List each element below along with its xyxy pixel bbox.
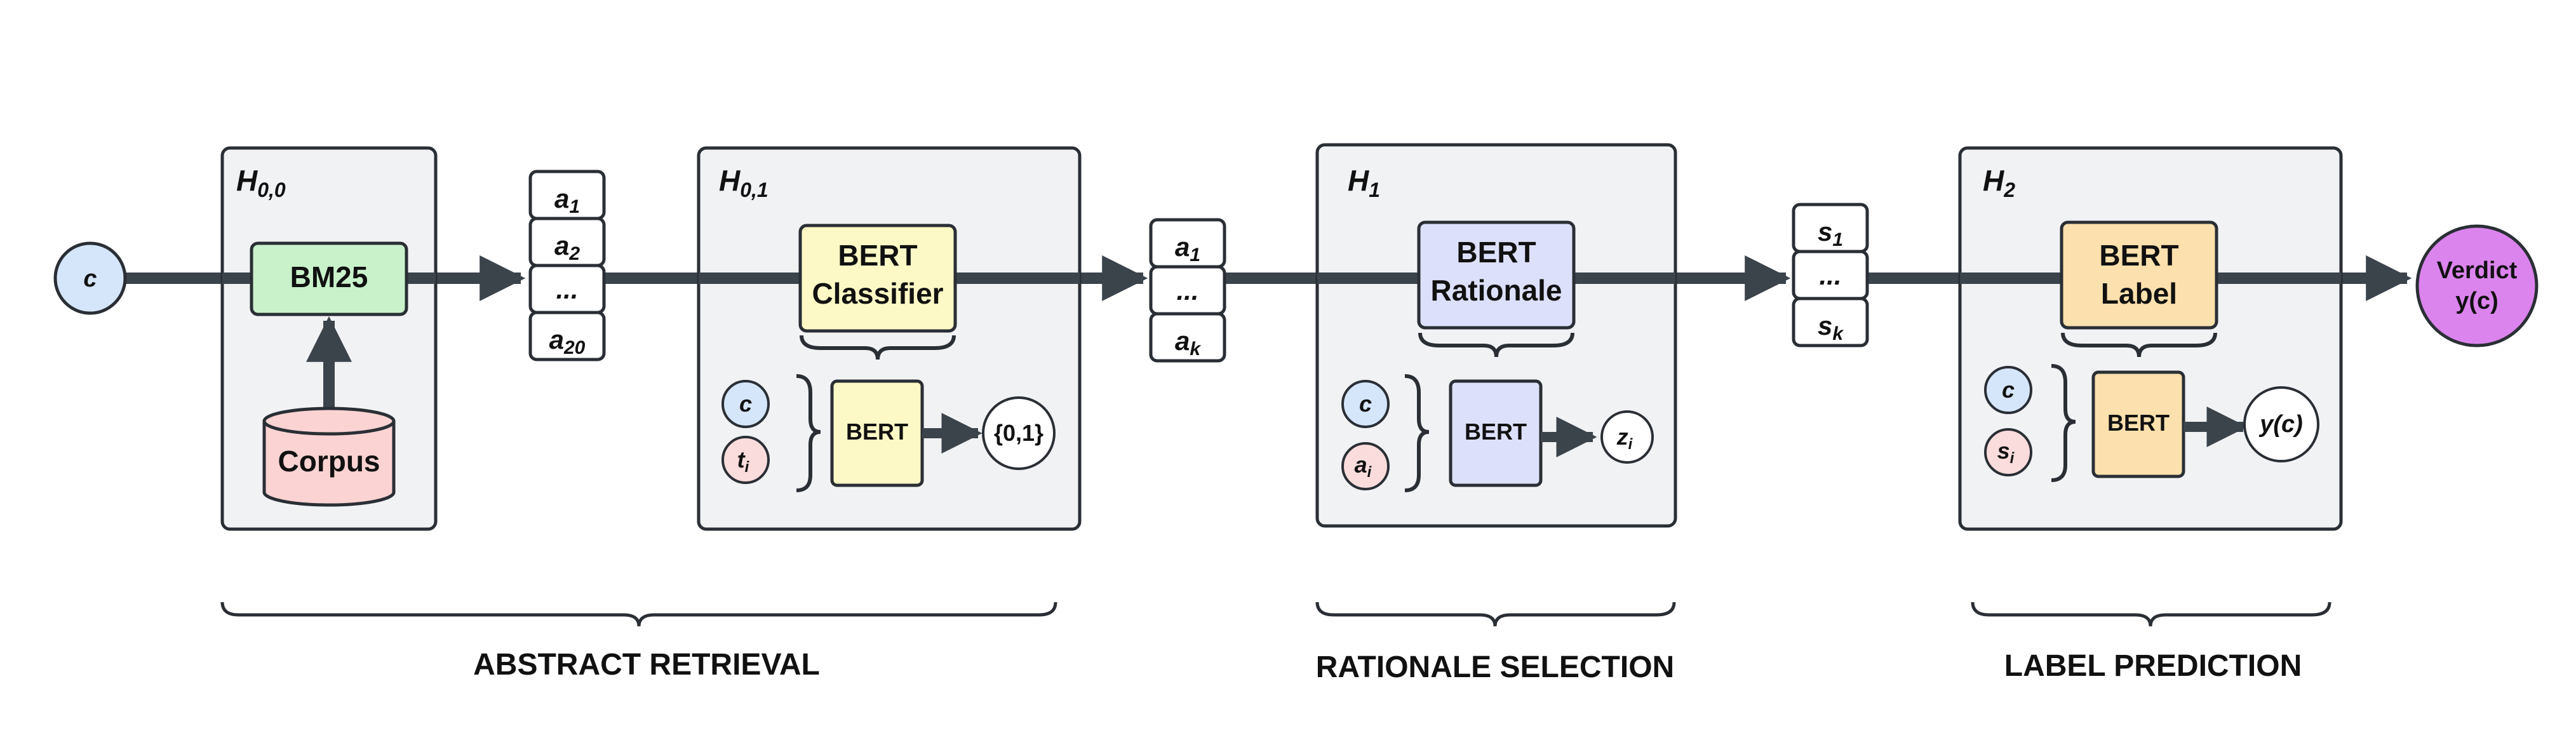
list1-item-1-label: a2 [554,231,580,264]
label-output-label: y(c) [2258,411,2303,438]
rationale-detail-c-circle [1341,380,1390,428]
bert-classifier-box [798,224,957,333]
list3-item-0-label: s1 [1818,217,1843,250]
rationale-detail-bert-label: BERT [1465,419,1527,445]
classifier-detail-t-label: ti [737,447,750,476]
stage-abstract-retrieval-brace [220,602,1057,627]
input-claim-label: c [83,266,97,292]
verdict-line2: y(c) [2455,288,2499,314]
classifier-output-label: {0,1} [994,420,1043,446]
bert-rationale-line1: BERT [1456,236,1536,269]
corpus-label: Corpus [278,445,380,478]
bert-classifier-line2: Classifier [812,277,943,310]
classifier-detail-c-label: c [739,391,752,417]
list2-item-0-label: a1 [1175,232,1200,266]
classifier-detail-c-circle [721,380,770,428]
list2-item-1-label: ... [1176,276,1198,306]
label-input-list: s1 ... sk [1792,203,1869,347]
corpus-cylinder: Corpus [262,407,396,507]
list1-item-3-box [528,311,606,361]
panel-h2-label: H2 [1983,164,2015,201]
bert-classifier-line1: BERT [838,239,917,272]
verdict-node: Verdict y(c) [2415,224,2539,347]
label-detail-bert-label: BERT [2107,410,2170,436]
bm25-label: BM25 [290,260,368,293]
rationale-detail-brace [1418,332,1574,358]
bert-rationale-line2: Rationale [1430,274,1562,307]
input-claim-circle [53,241,127,315]
label-detail-c-label: c [2002,377,2015,403]
label-detail-brace [2061,332,2217,358]
panel-h2: H2 BERT Label c si BERT y(c) [1958,146,2343,531]
list3-item-2-box [1792,297,1869,347]
list1-item-0-label: a1 [554,184,580,217]
rationale-detail-input-brace [1404,374,1430,492]
stage-rationale-selection: RATIONALE SELECTION [1315,602,1676,684]
panel-h01: H0,1 BERT Classifier c ti BERT {0,1} [697,146,1082,531]
rationale-input-list: a1 ... ak [1149,218,1226,363]
label-detail-c-circle [1984,366,2032,414]
rationale-detail-a-circle [1341,442,1390,490]
panel-h1: H1 BERT Rationale c ai BERT zi [1315,143,1677,528]
list1-item-2-label: ... [556,274,578,304]
label-output-circle [2243,386,2319,462]
bert-label-line2: Label [2101,277,2177,310]
list3-item-2-label: sk [1818,311,1844,344]
bert-label-line1: BERT [2099,239,2178,272]
list2-item-2-box [1149,312,1226,363]
bm25-box [250,241,408,316]
list1-item-3-label: a20 [549,325,586,358]
label-detail-s-circle [1984,428,2032,476]
classifier-detail-brace [800,335,956,360]
panel-h1-label: H1 [1348,164,1380,201]
rationale-output-circle [1600,410,1654,464]
rationale-detail-c-label: c [1359,391,1372,417]
classifier-detail-bert-label: BERT [846,419,908,445]
bert-label-box [2060,220,2218,330]
stage-abstract-retrieval: ABSTRACT RETRIEVAL [220,602,1057,682]
stage-label-prediction: LABEL PREDICTION [1971,602,2331,683]
stage-label-prediction-title: LABEL PREDICTION [2004,649,2302,683]
stage-rationale-selection-brace [1315,602,1676,627]
label-detail-input-brace [2051,364,2076,482]
retrieved-abstract-list: a1 a2 ... a20 [528,170,606,361]
rationale-output-label: zi [1616,424,1633,453]
rationale-detail-a-label: ai [1355,452,1372,481]
input-claim-node: c [53,241,127,315]
list3-item-1-label: ... [1819,260,1841,290]
classifier-detail-t-circle [721,436,770,484]
stage-label-prediction-brace [1971,602,2331,627]
list2-item-2-label: ak [1175,326,1201,360]
stage-rationale-selection-title: RATIONALE SELECTION [1316,650,1674,684]
panel-h00-label: H0,0 [236,164,286,201]
panel-h01-label: H0,1 [719,164,768,201]
verdict-circle [2415,224,2539,347]
verdict-line1: Verdict [2437,257,2518,284]
stage-abstract-retrieval-title: ABSTRACT RETRIEVAL [473,648,820,682]
classifier-detail-input-brace [796,374,821,492]
bert-rationale-box [1417,220,1576,330]
panel-h00: H0,0 BM25 Corpus [220,146,438,531]
label-detail-s-label: si [1997,438,2015,467]
classifier-output-circle [982,396,1056,470]
